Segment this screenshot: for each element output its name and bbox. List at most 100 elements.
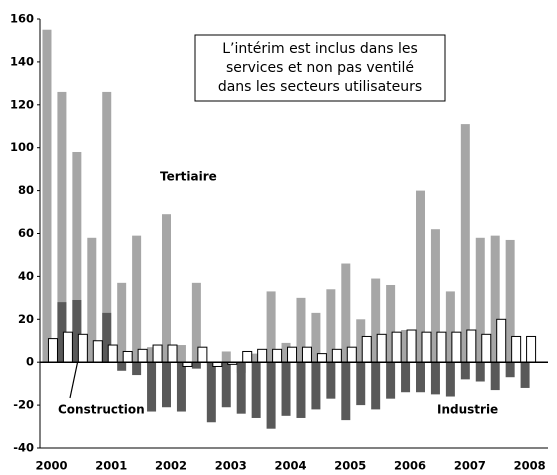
bar — [152, 344, 163, 363]
annotation-line: L’intérim est inclus dans les — [222, 41, 418, 57]
bar — [331, 348, 342, 363]
bar — [505, 362, 515, 378]
bar — [356, 362, 366, 406]
bar — [191, 282, 201, 363]
bar — [117, 362, 127, 371]
bar — [266, 291, 276, 363]
bar — [162, 214, 171, 363]
bar — [92, 340, 103, 363]
bar — [301, 346, 312, 363]
bar — [356, 319, 366, 363]
bar — [346, 346, 357, 363]
bar — [122, 350, 133, 363]
bar — [445, 291, 455, 363]
bar — [287, 346, 298, 363]
y-tick-label: 160 — [10, 12, 34, 26]
bar — [430, 362, 440, 395]
bar — [490, 362, 500, 391]
x-tick-label: 2008 — [514, 459, 546, 473]
bar — [167, 344, 178, 363]
bar — [107, 344, 118, 363]
bar — [421, 331, 432, 363]
bar — [137, 348, 148, 363]
bar — [47, 338, 58, 363]
x-tick-label: 2001 — [95, 459, 127, 473]
bar — [266, 362, 276, 429]
bar — [430, 229, 440, 363]
bar — [272, 348, 283, 363]
bar — [376, 333, 387, 363]
bar — [401, 362, 411, 393]
bar — [326, 289, 336, 363]
x-tick-label: 2002 — [155, 459, 187, 473]
x-tick-label: 2004 — [275, 459, 307, 473]
y-tick-label: 120 — [10, 97, 34, 111]
y-tick-label: -20 — [13, 398, 34, 412]
x-tick-label: 2006 — [394, 459, 426, 473]
bar — [371, 362, 381, 410]
bar — [460, 124, 470, 363]
series-label: Construction — [58, 403, 145, 417]
bar — [451, 331, 462, 363]
bar — [406, 329, 417, 363]
bar — [132, 362, 142, 376]
bar — [251, 353, 261, 363]
bar — [221, 351, 231, 363]
bar — [176, 362, 186, 412]
bar — [511, 335, 522, 363]
bar — [147, 362, 157, 412]
y-tick-label: 80 — [18, 183, 34, 197]
bar — [460, 362, 470, 380]
bar — [296, 297, 306, 363]
bar — [520, 362, 530, 388]
bar — [416, 362, 425, 393]
bar — [361, 335, 372, 363]
bar — [251, 362, 261, 418]
bar — [326, 362, 336, 399]
bar — [401, 330, 411, 363]
bar — [526, 335, 537, 363]
bar — [391, 331, 402, 363]
annotation-line: services et non pas ventilé — [226, 60, 414, 76]
bar — [62, 331, 73, 363]
bar — [371, 278, 381, 363]
y-tick-label: 140 — [10, 54, 34, 68]
bar — [505, 239, 515, 363]
x-tick-label: 2007 — [454, 459, 486, 473]
bar — [102, 312, 112, 363]
bar — [466, 329, 477, 363]
bar — [102, 91, 112, 363]
bar — [42, 29, 52, 363]
bar — [281, 342, 291, 363]
bar — [191, 362, 201, 369]
bar — [281, 362, 291, 416]
bar — [242, 350, 253, 363]
bar — [490, 235, 500, 363]
bar — [296, 362, 306, 418]
y-tick-label: -40 — [13, 441, 34, 455]
x-tick-label: 2003 — [215, 459, 247, 473]
y-tick-label: 0 — [26, 355, 34, 369]
bar — [162, 362, 171, 408]
bar — [57, 91, 67, 363]
bar — [341, 263, 351, 363]
bar — [117, 282, 127, 363]
bar — [206, 362, 216, 423]
y-tick-label: 100 — [10, 140, 34, 154]
bar — [316, 353, 327, 363]
bar — [386, 284, 396, 363]
bar — [72, 151, 82, 363]
bar — [87, 237, 97, 363]
bar — [436, 331, 447, 363]
x-tick-label: 2000 — [35, 459, 67, 473]
series-label: Tertiaire — [160, 170, 217, 184]
bar — [236, 362, 246, 414]
bar — [57, 302, 67, 363]
y-tick-label: 60 — [18, 226, 34, 240]
annotation-box — [194, 34, 446, 102]
bar — [257, 348, 268, 363]
bar — [311, 362, 321, 410]
x-tick-label: 2005 — [334, 459, 366, 473]
bar — [475, 362, 485, 382]
